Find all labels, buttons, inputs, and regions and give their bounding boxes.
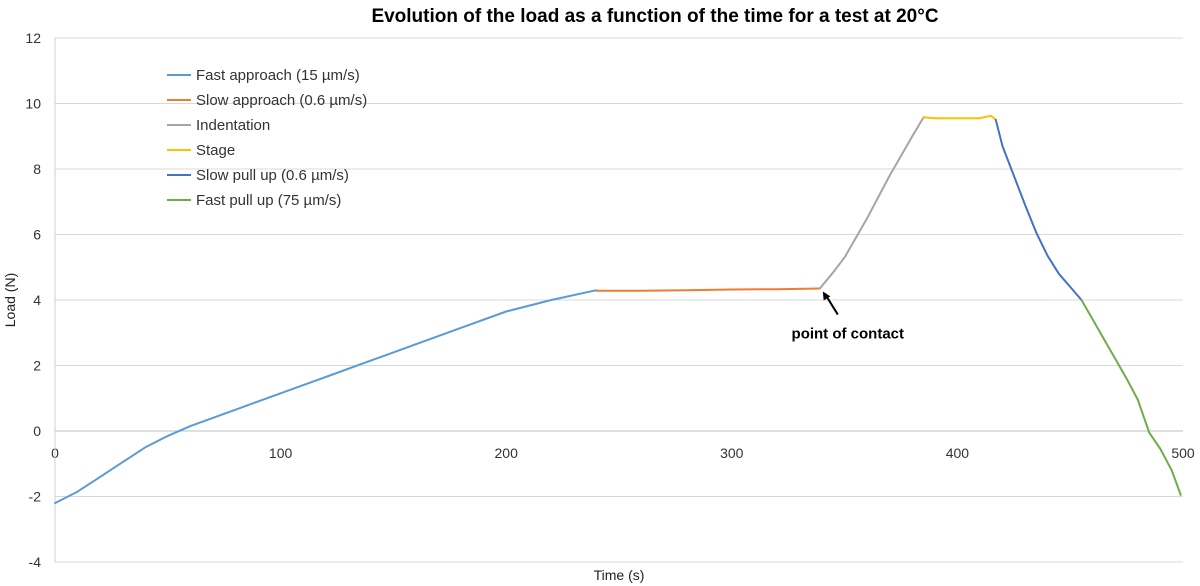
annotations: point of contact xyxy=(792,291,905,343)
series-line-4 xyxy=(922,114,997,121)
y-tick-label: 6 xyxy=(33,227,41,243)
y-axis-label: Load (N) xyxy=(2,273,18,327)
annotation-label: point of contact xyxy=(792,326,905,343)
y-tick-label: 2 xyxy=(33,358,41,374)
x-tick-label: 300 xyxy=(720,445,744,461)
y-tick-label: 12 xyxy=(25,30,41,46)
x-axis-ticks: 0100200300400500 xyxy=(51,445,1195,461)
y-tick-label: 8 xyxy=(33,161,41,177)
x-tick-label: 400 xyxy=(946,445,970,461)
x-tick-label: 100 xyxy=(269,445,293,461)
legend: Fast approach (15 µm/s) Slow approach (0.… xyxy=(167,67,367,209)
series-line-3 xyxy=(818,116,925,290)
legend-entry: Stage xyxy=(196,142,235,159)
x-axis-label: Time (s) xyxy=(594,567,645,583)
legend-entry: Slow pull up (0.6 µm/s) xyxy=(196,167,349,184)
legend-entry: Fast pull up (75 µm/s) xyxy=(196,192,341,209)
x-tick-label: 500 xyxy=(1171,445,1195,461)
legend-entry: Indentation xyxy=(196,117,270,134)
y-tick-label: 0 xyxy=(33,423,41,439)
annotation-arrow-head xyxy=(822,291,831,301)
y-tick-label: -2 xyxy=(29,489,42,505)
y-tick-label: 4 xyxy=(33,292,41,308)
y-tick-label: 10 xyxy=(25,96,41,112)
series-line-6 xyxy=(1080,299,1182,496)
y-axis-ticks: -4 -2 0 2 4 6 8 10 12 xyxy=(25,30,41,570)
series-line-5 xyxy=(994,118,1083,301)
y-tick-label: -4 xyxy=(29,554,42,570)
series-group xyxy=(54,114,1182,505)
chart-title: Evolution of the load as a function of t… xyxy=(371,6,938,27)
legend-entry: Slow approach (0.6 µm/s) xyxy=(196,92,367,109)
legend-entry: Fast approach (15 µm/s) xyxy=(196,67,360,84)
series-line-2 xyxy=(595,287,821,292)
x-tick-label: 200 xyxy=(495,445,519,461)
series-line-1 xyxy=(54,289,598,505)
